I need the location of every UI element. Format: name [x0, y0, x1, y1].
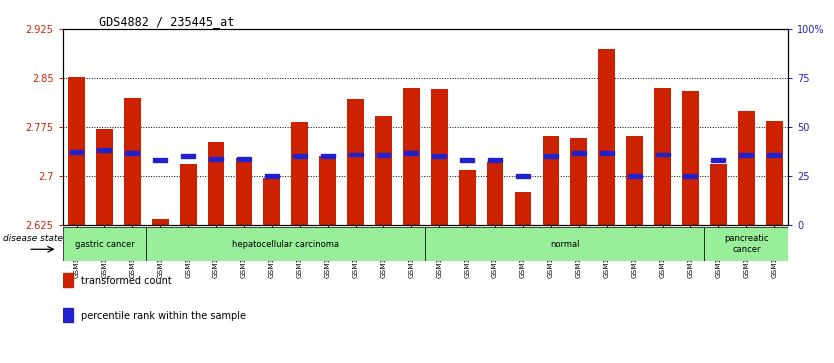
Bar — [63, 227, 146, 261]
Bar — [237, 157, 251, 161]
Bar — [656, 152, 670, 156]
Bar — [152, 219, 168, 225]
Bar — [459, 170, 475, 225]
Bar — [180, 164, 197, 225]
Bar — [739, 153, 753, 157]
Bar — [98, 148, 112, 152]
Bar — [544, 155, 558, 158]
Text: disease state: disease state — [3, 234, 63, 244]
Bar — [431, 89, 448, 225]
Bar — [570, 138, 587, 225]
Bar — [235, 158, 253, 225]
Bar — [516, 174, 530, 178]
Bar — [543, 135, 560, 225]
Bar — [375, 116, 392, 225]
Bar — [69, 150, 83, 154]
Bar — [705, 227, 788, 261]
Bar — [628, 174, 641, 178]
Bar — [124, 98, 141, 225]
Bar — [654, 88, 671, 225]
Bar — [767, 153, 781, 157]
Bar — [515, 192, 531, 225]
Bar — [264, 178, 280, 225]
Bar — [600, 151, 614, 155]
Bar — [488, 158, 502, 162]
Bar — [598, 49, 615, 225]
Bar — [766, 121, 782, 225]
Bar — [404, 151, 419, 155]
Bar — [376, 153, 390, 157]
Bar — [460, 158, 475, 162]
Bar — [711, 158, 726, 162]
Bar — [125, 151, 139, 155]
Bar — [319, 156, 336, 225]
Bar — [626, 135, 643, 225]
Bar — [63, 308, 73, 322]
Bar — [68, 77, 85, 225]
Bar — [425, 227, 705, 261]
Text: pancreatic
cancer: pancreatic cancer — [724, 234, 768, 254]
Bar — [153, 158, 167, 162]
Bar — [208, 142, 224, 225]
Bar — [321, 155, 334, 158]
Bar — [209, 157, 223, 161]
Text: hepatocellular carcinoma: hepatocellular carcinoma — [233, 240, 339, 249]
Text: normal: normal — [550, 240, 580, 249]
Bar — [291, 122, 308, 225]
Bar — [432, 155, 446, 158]
Text: GDS4882 / 235445_at: GDS4882 / 235445_at — [98, 15, 234, 28]
Bar — [487, 162, 504, 225]
Bar — [349, 152, 363, 156]
Bar — [572, 151, 585, 155]
Bar — [684, 174, 697, 178]
Bar — [96, 129, 113, 225]
Bar — [63, 273, 73, 287]
Text: transformed count: transformed count — [81, 276, 172, 286]
Bar — [710, 164, 726, 225]
Bar — [738, 111, 755, 225]
Bar — [403, 88, 420, 225]
Bar — [181, 155, 195, 158]
Text: percentile rank within the sample: percentile rank within the sample — [81, 311, 246, 321]
Bar — [293, 155, 307, 158]
Bar — [146, 227, 425, 261]
Bar — [682, 91, 699, 225]
Text: gastric cancer: gastric cancer — [74, 240, 134, 249]
Bar — [347, 99, 364, 225]
Bar — [265, 174, 279, 178]
